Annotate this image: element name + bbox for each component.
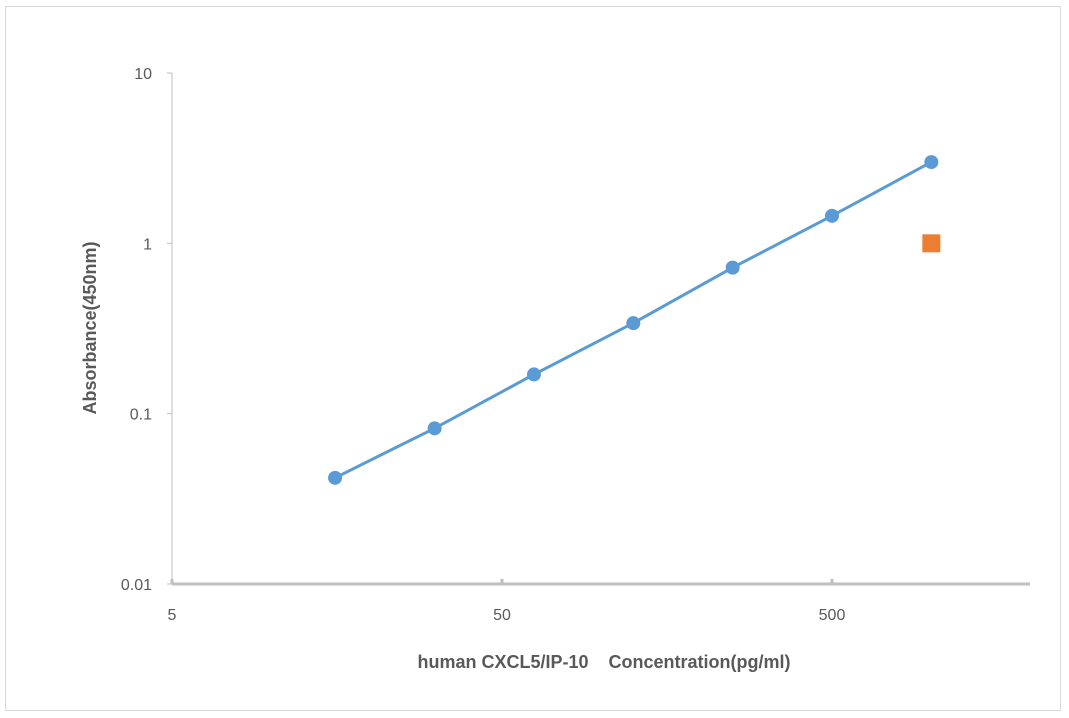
series-0-circle-point	[427, 421, 442, 436]
y-tick-label: 0.01	[121, 577, 152, 594]
series-0-circle-point	[526, 367, 541, 382]
series-0-circle-point	[328, 470, 343, 485]
plot-series	[328, 155, 941, 485]
x-tick-label: 500	[819, 607, 846, 624]
series-0-circle-point	[626, 316, 641, 331]
series-0-circle-point	[825, 208, 839, 223]
y-axis: 0.01 0.1 1 10	[121, 66, 173, 594]
y-tick-label: 1	[143, 236, 152, 253]
y-tick-label: 10	[134, 66, 152, 83]
chart-frame	[5, 6, 1061, 711]
series-0-circle-point	[725, 260, 740, 275]
x-tick-label: 5	[168, 607, 177, 624]
x-tick-label: 50	[493, 607, 511, 624]
series-1-square-point	[922, 234, 941, 253]
y-tick-label: 0.1	[130, 407, 152, 424]
series-0-circle-point	[924, 155, 939, 170]
x-axis: 5 50 500	[168, 579, 1030, 624]
x-axis-title: human CXCL5/IP-10 Concentration(pg/ml)	[417, 652, 790, 672]
y-axis-title: Absorbance(450nm)	[80, 241, 100, 414]
